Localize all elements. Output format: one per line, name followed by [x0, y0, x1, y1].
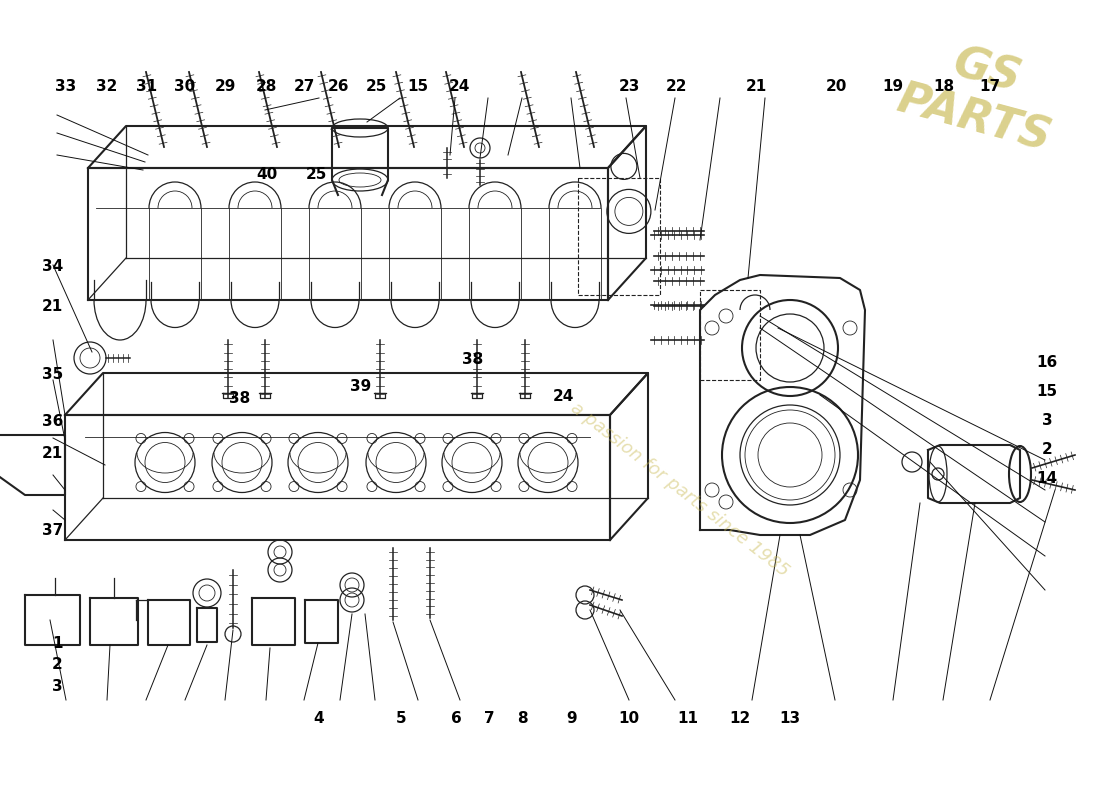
Text: 2: 2	[1042, 442, 1053, 457]
Text: 3: 3	[52, 679, 63, 694]
Text: 36: 36	[42, 414, 64, 429]
Text: 20: 20	[825, 79, 847, 94]
Text: 33: 33	[55, 79, 77, 94]
Text: 16: 16	[1036, 355, 1058, 370]
Text: 21: 21	[42, 299, 64, 314]
Text: 29: 29	[214, 79, 236, 94]
Text: 38: 38	[229, 391, 251, 406]
Text: 37: 37	[42, 523, 64, 538]
Text: 38: 38	[462, 353, 484, 367]
Text: 11: 11	[676, 711, 698, 726]
Text: 14: 14	[1036, 471, 1058, 486]
Text: 25: 25	[365, 79, 387, 94]
Text: 10: 10	[618, 711, 640, 726]
Text: 24: 24	[449, 79, 471, 94]
Text: 40: 40	[256, 167, 278, 182]
Text: 25: 25	[306, 167, 328, 182]
Text: 8: 8	[517, 711, 528, 726]
Text: 15: 15	[407, 79, 429, 94]
Text: 12: 12	[729, 711, 751, 726]
Text: 28: 28	[255, 79, 277, 94]
Text: 1: 1	[52, 636, 63, 650]
Text: 15: 15	[1036, 385, 1058, 399]
Text: 32: 32	[96, 79, 118, 94]
Text: 4: 4	[314, 711, 324, 726]
Text: 26: 26	[328, 79, 350, 94]
Text: 2: 2	[52, 658, 63, 672]
Text: 23: 23	[618, 79, 640, 94]
Text: 19: 19	[882, 79, 904, 94]
Text: 21: 21	[42, 446, 64, 461]
Text: 9: 9	[566, 711, 578, 726]
Text: 39: 39	[350, 379, 372, 394]
Text: a passion for parts since 1985: a passion for parts since 1985	[568, 399, 793, 581]
Text: 5: 5	[396, 711, 407, 726]
Text: GS
PARTS: GS PARTS	[892, 30, 1068, 160]
Text: 35: 35	[42, 367, 64, 382]
Text: 34: 34	[42, 259, 64, 274]
Text: 21: 21	[746, 79, 768, 94]
Text: 24: 24	[552, 390, 574, 404]
Text: 17: 17	[979, 79, 1001, 94]
Text: 27: 27	[294, 79, 316, 94]
Text: 30: 30	[174, 79, 196, 94]
Text: 13: 13	[779, 711, 801, 726]
Text: 22: 22	[666, 79, 688, 94]
Text: 18: 18	[933, 79, 955, 94]
Text: 7: 7	[484, 711, 495, 726]
Text: 6: 6	[451, 711, 462, 726]
Text: 3: 3	[1042, 414, 1053, 428]
Text: 31: 31	[135, 79, 157, 94]
